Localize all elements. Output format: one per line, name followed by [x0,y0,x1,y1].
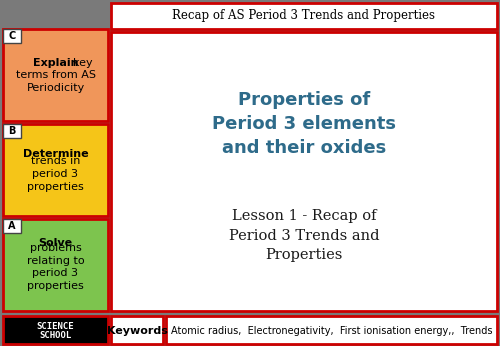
FancyBboxPatch shape [3,219,21,233]
FancyBboxPatch shape [111,32,497,311]
Text: Explain: Explain [33,58,78,68]
FancyBboxPatch shape [111,316,163,344]
Text: Determine: Determine [22,149,88,159]
Text: A: A [8,221,16,231]
FancyBboxPatch shape [3,316,108,344]
FancyBboxPatch shape [111,3,497,29]
FancyBboxPatch shape [3,219,108,311]
FancyBboxPatch shape [166,316,497,344]
Text: Atomic radius,  Electronegativity,  First ionisation energy,,  Trends: Atomic radius, Electronegativity, First … [171,326,492,336]
Text: Properties of
Period 3 elements
and their oxides: Properties of Period 3 elements and thei… [212,91,396,157]
FancyBboxPatch shape [3,124,108,216]
Text: key: key [74,58,93,68]
Text: terms from AS
Periodicity: terms from AS Periodicity [16,70,96,93]
Text: Keywords: Keywords [106,326,168,336]
Text: C: C [8,31,16,41]
Text: SCIENCE
SCHOOL: SCIENCE SCHOOL [36,322,74,340]
Text: Solve: Solve [38,238,72,248]
Text: problems
relating to
period 3
properties: problems relating to period 3 properties [26,243,84,291]
Text: trends in
period 3
properties: trends in period 3 properties [27,156,84,192]
Text: B: B [8,126,16,136]
FancyBboxPatch shape [3,29,21,43]
Text: Lesson 1 - Recap of
Period 3 Trends and
Properties: Lesson 1 - Recap of Period 3 Trends and … [229,209,380,262]
FancyBboxPatch shape [3,29,108,121]
Text: Recap of AS Period 3 Trends and Properties: Recap of AS Period 3 Trends and Properti… [172,9,436,22]
FancyBboxPatch shape [3,124,21,138]
